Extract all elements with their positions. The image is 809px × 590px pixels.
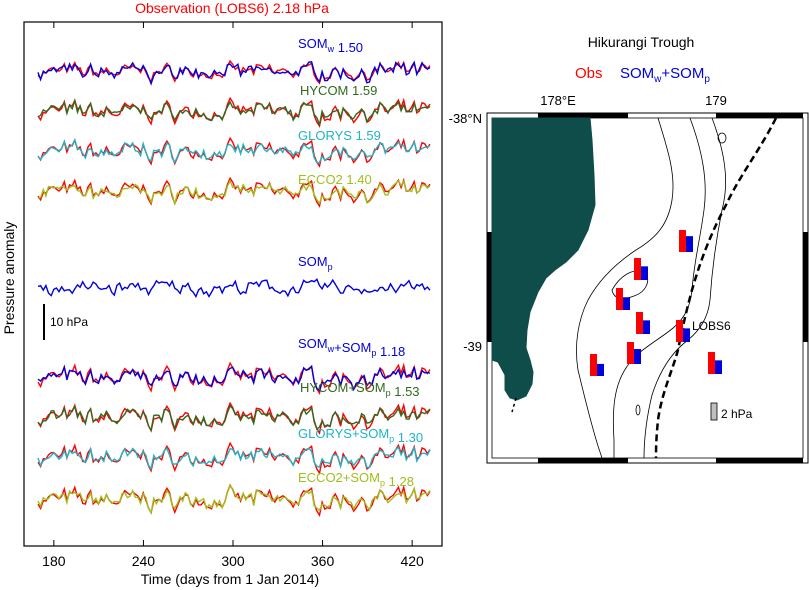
- obs-line-hycom: [37, 96, 431, 128]
- station-bar-obs: [627, 342, 634, 364]
- timeseries-lines: [37, 59, 431, 517]
- lon-label-178: 178°E: [540, 93, 576, 108]
- timeseries-title: Observation (LOBS6) 2.18 hPa: [135, 0, 329, 16]
- x-axis-ticks: 180 240 300 360 420: [42, 22, 424, 569]
- somw-somp-line: [37, 364, 431, 392]
- coast-dash: [511, 397, 517, 413]
- station-bar-obs: [634, 258, 641, 280]
- lat-label-39: -39: [463, 339, 482, 354]
- station-bar-obs: [636, 312, 643, 334]
- lower-label-1: HYCOM+SOMp 1.53: [300, 380, 420, 399]
- hycom-somp-line: [37, 404, 431, 433]
- hycom-line: [37, 98, 431, 128]
- station-bar-model: [715, 360, 722, 374]
- ecco2-somp-line: [37, 484, 431, 515]
- upper-label-somp: SOMp: [298, 254, 333, 272]
- lower-label-2: GLORYS+SOMp 1.30: [298, 426, 423, 445]
- obs-line-lower-glorys: [37, 441, 431, 475]
- glorys-somp-line: [37, 446, 431, 471]
- lower-label-3: ECCO2+SOMp 1.28: [298, 470, 414, 489]
- scale-bar-2hpa: [710, 402, 718, 421]
- lat-label-38: -38°N: [449, 111, 482, 126]
- map-title: Hikurangi Trough: [588, 34, 695, 50]
- x-tick-label: 180: [42, 553, 66, 569]
- station-bar-obs: [616, 288, 623, 310]
- station-bar-model: [643, 320, 650, 334]
- station-label-lobs6: LOBS6: [692, 319, 731, 333]
- obs-line-somw: [37, 59, 431, 85]
- legend-obs: Obs: [575, 65, 603, 82]
- glorys-line: [37, 137, 431, 164]
- somp-line: [37, 278, 431, 299]
- land-mass: [491, 117, 596, 401]
- station-bar-model: [634, 349, 641, 364]
- x-tick-label: 360: [311, 553, 335, 569]
- x-tick-label: 240: [132, 553, 156, 569]
- station-bar-obs: [590, 354, 597, 376]
- x-tick-label: 420: [400, 553, 424, 569]
- station-bar-obs: [676, 320, 683, 342]
- lon-label-179: 179: [705, 93, 727, 108]
- station-bars: [590, 230, 722, 376]
- station-bar-obs: [679, 230, 686, 252]
- scale-bar-label: 10 hPa: [50, 315, 88, 329]
- upper-label-2: GLORYS 1.59: [298, 128, 381, 143]
- timeseries-panel: Observation (LOBS6) 2.18 hPa Pressure an…: [1, 0, 443, 587]
- lower-label-0: SOMw+SOMp 1.18: [298, 336, 405, 359]
- x-axis-label: Time (days from 1 Jan 2014): [141, 571, 319, 587]
- somw-line: [37, 60, 431, 86]
- station-bar-model: [641, 266, 648, 280]
- upper-label-0: SOMw 1.50: [298, 36, 363, 55]
- station-bar-model: [686, 236, 693, 252]
- upper-label-3: ECCO2 1.40: [298, 172, 372, 187]
- station-bar-obs: [708, 352, 715, 374]
- map-border-bars: [487, 113, 808, 463]
- station-bar-model: [597, 363, 604, 376]
- y-axis-label: Pressure anomaly: [1, 222, 17, 335]
- ecco2-line: [37, 179, 431, 205]
- station-bar-model: [683, 328, 690, 342]
- scale-bar-2hpa-label: 2 hPa: [721, 407, 753, 421]
- legend-model: SOMw+SOMp: [620, 65, 710, 85]
- station-bar-model: [623, 297, 630, 310]
- upper-label-1: HYCOM 1.59: [300, 83, 377, 98]
- x-tick-label: 300: [221, 553, 245, 569]
- series-labels: SOMw 1.50 HYCOM 1.59 GLORYS 1.59 ECCO2 1.40…: [298, 36, 423, 489]
- map-panel: Hikurangi Trough Obs SOMw+SOMp 178°E 179…: [449, 34, 809, 464]
